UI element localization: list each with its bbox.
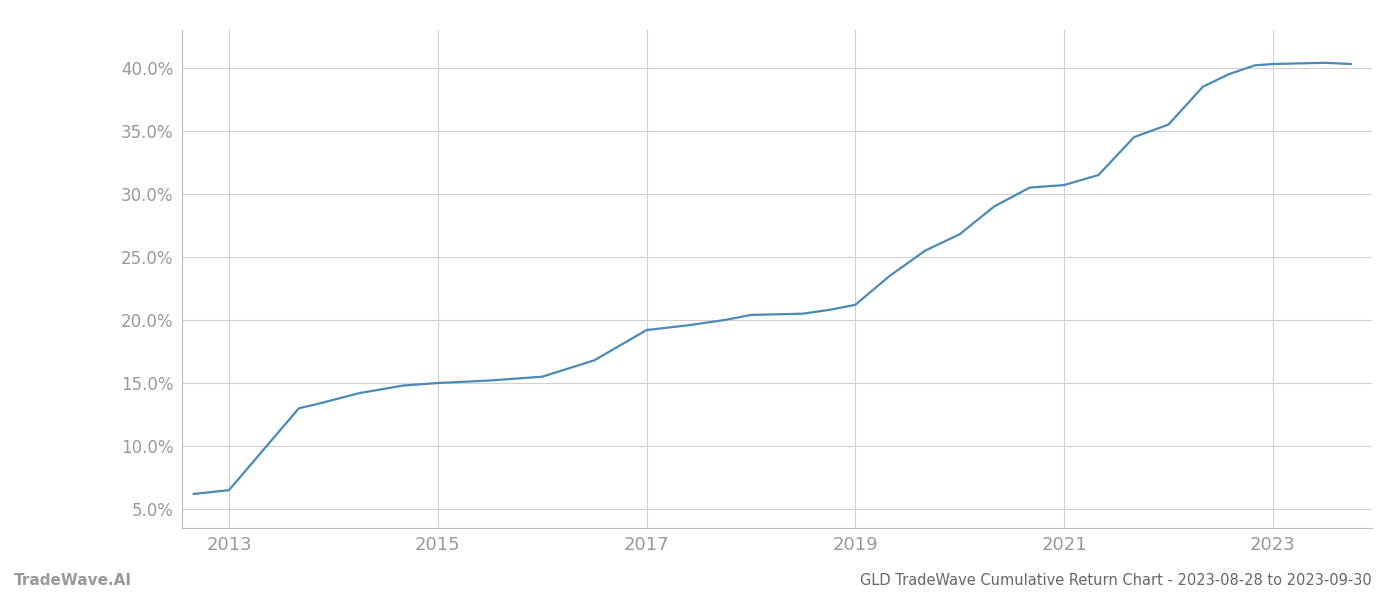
Text: GLD TradeWave Cumulative Return Chart - 2023-08-28 to 2023-09-30: GLD TradeWave Cumulative Return Chart - … [860, 573, 1372, 588]
Text: TradeWave.AI: TradeWave.AI [14, 573, 132, 588]
